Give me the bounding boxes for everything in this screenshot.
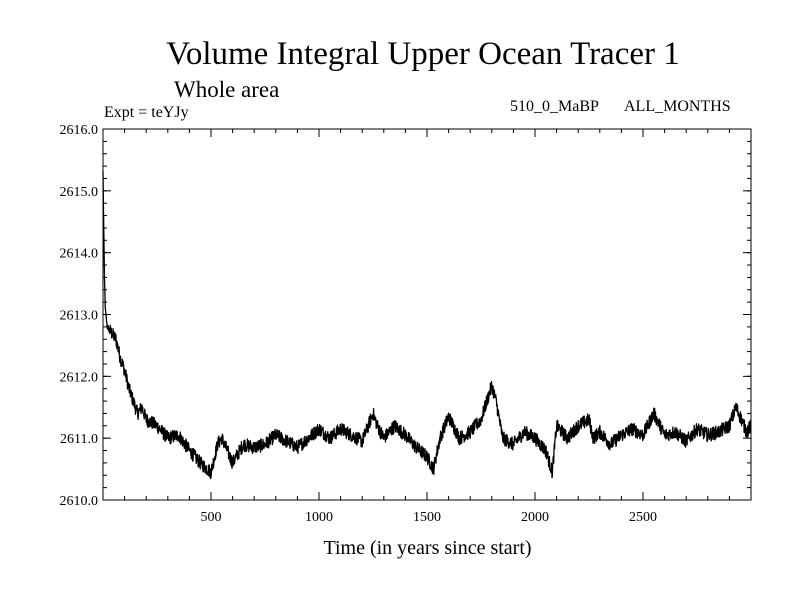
series-line — [102, 171, 752, 480]
experiment-label: Expt = teYJy — [104, 104, 189, 121]
axis-ticks: 2610.0 2611.0 2612.0 2613.0 2614.0 2615.0 2616… — [60, 123, 751, 525]
x-tick-label: 2000 — [521, 510, 549, 525]
y-tick-label: 2614.0 — [60, 247, 99, 262]
x-tick-label: 2500 — [629, 510, 657, 525]
y-tick-label: 2613.0 — [60, 309, 99, 324]
y-tick-label: 2615.0 — [60, 185, 99, 200]
period-label: 510_0_MaBP — [510, 98, 599, 115]
chart-title: Volume Integral Upper Ocean Tracer 1 — [166, 36, 680, 72]
y-tick-label: 2612.0 — [60, 370, 99, 385]
y-tick-label: 2610.0 — [60, 494, 99, 509]
plot-frame — [102, 128, 752, 501]
x-tick-label: 500 — [201, 510, 222, 525]
y-tick-label: 2616.0 — [60, 123, 99, 138]
x-tick-label: 1500 — [413, 510, 441, 525]
months-label: ALL_MONTHS — [624, 98, 731, 115]
chart-subtitle: Whole area — [174, 77, 280, 102]
x-axis-label: Time (in years since start) — [323, 537, 532, 559]
y-tick-label: 2611.0 — [60, 432, 98, 447]
series-layer — [102, 171, 752, 480]
x-tick-label: 1000 — [305, 510, 333, 525]
